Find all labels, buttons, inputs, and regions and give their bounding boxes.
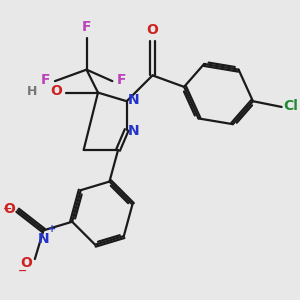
Text: H: H [27, 85, 38, 98]
Text: O: O [147, 22, 158, 37]
Text: −: − [18, 266, 28, 276]
Text: O: O [3, 202, 15, 216]
Text: −: − [2, 204, 12, 214]
Text: N: N [128, 124, 140, 138]
Text: F: F [41, 73, 51, 87]
Text: +: + [48, 224, 56, 234]
Text: O: O [20, 256, 32, 270]
Text: F: F [117, 73, 126, 87]
Text: O: O [50, 84, 62, 98]
Text: N: N [38, 232, 49, 246]
Text: Cl: Cl [283, 98, 298, 112]
Text: N: N [128, 93, 140, 107]
Text: F: F [82, 20, 91, 34]
